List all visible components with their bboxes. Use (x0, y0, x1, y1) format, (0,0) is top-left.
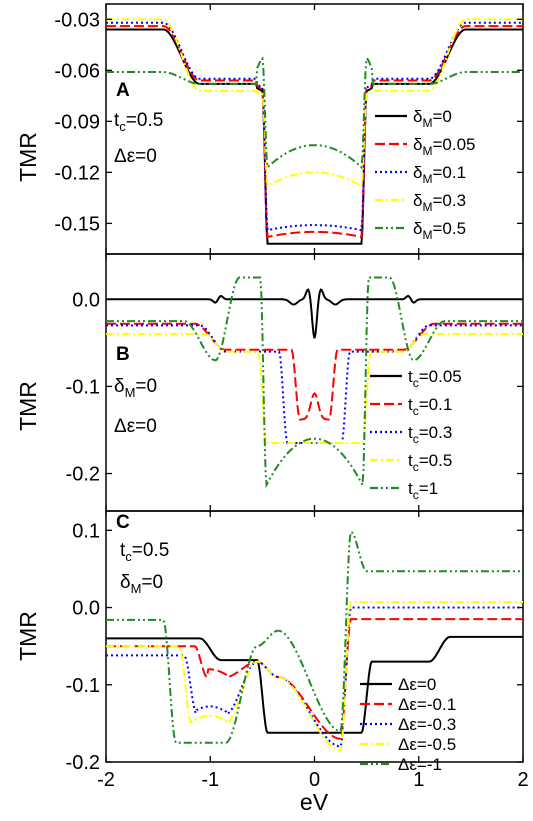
y-tick-label: 0.1 (72, 520, 100, 542)
panel-a-legend: δM=0 δM=0.05 δM=0.1 δM=0.3 δM=0.5 (375, 107, 475, 242)
y-tick-label: -0.1 (66, 675, 100, 697)
panel-c-x-ticks (105, 511, 524, 762)
series-line (106, 322, 523, 421)
legend-label: δM=0.3 (413, 191, 466, 214)
legend-label: δM=0.05 (413, 135, 475, 158)
y-tick-label: -0.09 (54, 111, 100, 133)
panel-b-curves (106, 276, 523, 489)
panel-a-letter: A (116, 80, 130, 101)
y-tick-label: 0.0 (72, 598, 100, 620)
panel-b-dm-annotation: δM=0 (114, 376, 157, 400)
series-line (106, 56, 523, 170)
series-line (106, 618, 523, 740)
panel-a-y-axis: -0.03 -0.06 -0.09 -0.12 -0.15 (54, 9, 523, 235)
panel-b-de-annotation: Δε=0 (114, 416, 157, 437)
panel-c-legend: Δε=0Δε=-0.1Δε=-0.3Δε=-0.5Δε=-1 (360, 675, 456, 774)
legend-label: Δε=-0.5 (398, 735, 456, 754)
x-tick-label: 1 (413, 769, 424, 791)
legend-label: δM=0 (413, 107, 452, 130)
panel-b: 0.0-0.1-0.2 B δM=0 Δε=0 tc=0.05tc=0.1tc=… (15, 253, 524, 512)
panel-c-curves (106, 530, 523, 752)
panel-c-y-axis: 0.1 0.0 -0.1 -0.2 (66, 520, 523, 774)
x-tick-label: -2 (97, 769, 115, 791)
series-line (106, 276, 523, 489)
legend-label: tc=0.5 (408, 451, 452, 474)
panel-a-frame (105, 3, 524, 255)
panel-b-legend: tc=0.05 tc=0.1 tc=0.3 tc=0.5 tc=1 (370, 367, 462, 502)
panel-a-tc-annotation: tc=0.5 (114, 110, 163, 134)
legend-label: tc=0.05 (408, 367, 462, 390)
y-tick-label: -0.15 (54, 213, 100, 235)
series-line (106, 601, 523, 752)
legend-label: δM=0.5 (413, 219, 466, 242)
y-tick-label: -0.1 (66, 376, 100, 398)
panel-a-ylabel: TMR (15, 132, 41, 182)
legend-label: Δε=-0.3 (398, 715, 456, 734)
series-line (106, 28, 523, 245)
series-line (106, 606, 523, 748)
legend-label: Δε=0 (398, 675, 436, 694)
legend-label: δM=0.1 (413, 163, 466, 186)
y-tick-label: -0.2 (66, 464, 100, 486)
panel-c: 0.1 0.0 -0.1 -0.2 C tc=0.5 δM=0 Δε=0Δε=-0.1… (15, 510, 524, 774)
y-tick-label: -0.03 (54, 9, 100, 31)
x-tick-label: 0 (309, 769, 320, 791)
panel-b-x-ticks (105, 254, 524, 511)
legend-label: Δε=-1 (398, 755, 442, 774)
y-tick-label: -0.2 (66, 752, 100, 774)
series-line (106, 333, 523, 444)
x-tick-label: -1 (201, 769, 219, 791)
y-tick-label: -0.12 (54, 162, 100, 184)
y-tick-label: 0.0 (72, 289, 100, 311)
panel-c-letter: C (116, 512, 130, 533)
legend-label: tc=0.3 (408, 423, 452, 446)
series-line (106, 18, 523, 188)
panel-b-ylabel: TMR (15, 381, 41, 431)
x-tick-label: 2 (517, 769, 528, 791)
panel-c-ylabel: TMR (15, 611, 41, 661)
series-line (106, 288, 523, 339)
series-line (106, 530, 523, 744)
panel-a-x-ticks (105, 4, 524, 254)
series-line (106, 635, 523, 734)
panel-c-tc-annotation: tc=0.5 (120, 540, 169, 564)
legend-label: tc=0.1 (408, 395, 452, 418)
x-axis-tick-labels: -2 -1 0 1 2 (97, 769, 528, 791)
legend-label: Δε=-0.1 (398, 695, 456, 714)
panel-b-letter: B (116, 344, 130, 365)
panel-a-curves (106, 18, 523, 245)
legend-label: tc=1 (408, 479, 438, 502)
panel-a-de-annotation: Δε=0 (114, 146, 157, 167)
x-axis-label: eV (300, 789, 329, 815)
panel-c-dm-annotation: δM=0 (120, 572, 163, 596)
panel-a: -0.03-0.06-0.09-0.12-0.15 A tc=0.5 Δε=0 … (15, 3, 524, 255)
y-tick-label: -0.06 (54, 60, 100, 82)
panel-b-y-axis: 0.0 -0.1 -0.2 (66, 289, 523, 486)
